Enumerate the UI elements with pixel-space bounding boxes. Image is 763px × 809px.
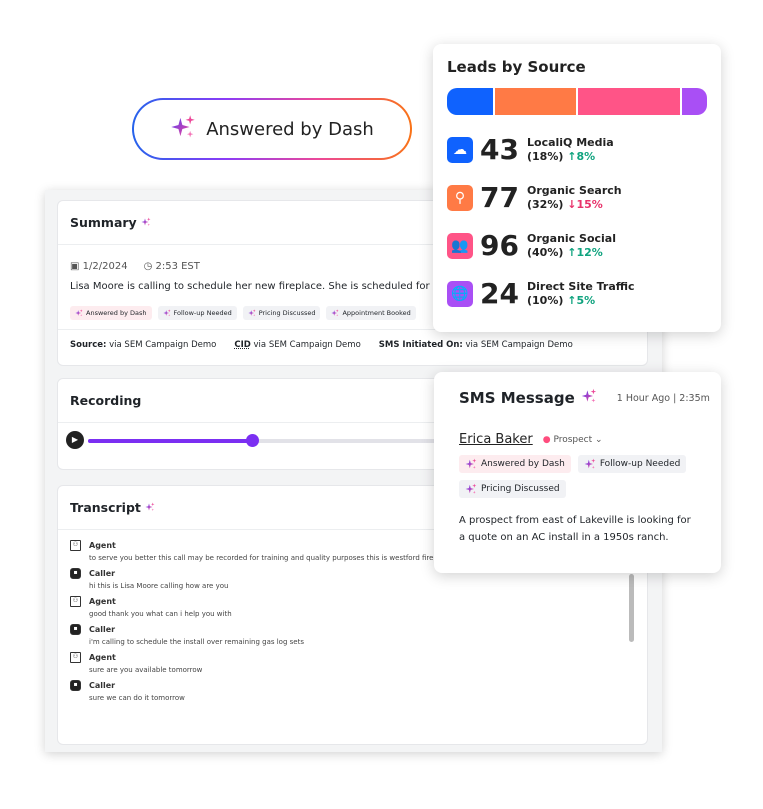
transcript-line: ⚇ Agent sure are you available tomorrow [70, 652, 647, 674]
agent-icon: ⚇ [70, 652, 81, 663]
contact-name[interactable]: Erica Baker [459, 432, 533, 447]
tag-chip: Appointment Booked [326, 306, 416, 320]
tag-chip: Pricing Discussed [242, 306, 321, 320]
lead-source-row: 🌐 24 Direct Site Traffic (10%) ↑5% [447, 277, 707, 310]
leads-title: Leads by Source [447, 58, 586, 76]
tag-chip: Answered by Dash [70, 306, 152, 320]
summary-description: Lisa Moore is calling to schedule her ne… [70, 281, 430, 292]
search-icon: ⚲ [447, 184, 473, 211]
agent-icon: ⚇ [70, 540, 81, 551]
transcript-line: ▪ Caller hi this is Lisa Moore calling how… [70, 568, 647, 590]
tag-chip: Pricing Discussed [459, 480, 566, 498]
sparkle-icon [141, 215, 151, 230]
source: Source: via SEM Campaign Demo [70, 340, 217, 350]
sparkle-icon [581, 388, 597, 408]
lead-source-row: ⚲ 77 Organic Search (32%) ↓15% [447, 181, 707, 214]
sms-initiated: SMS Initiated On: via SEM Campaign Demo [378, 340, 573, 350]
playback-handle[interactable] [245, 434, 259, 447]
caller-icon: ▪ [70, 624, 81, 635]
agent-icon: ⚇ [70, 596, 81, 607]
answered-by-dash-badge: Answered by Dash [132, 98, 412, 160]
caller-icon: ▪ [70, 568, 81, 579]
transcript-line: ▪ Caller sure we can do it tomorrow [70, 680, 647, 702]
leads-bar-segment [681, 88, 707, 115]
sms-time: 1 Hour Ago | 2:35m [616, 392, 710, 404]
transcript-line: ⚇ Agent to serve you better this call may … [70, 540, 647, 562]
transcript-line: ⚇ Agent good thank you what can i help you… [70, 596, 647, 618]
leads-bar-segment [447, 88, 493, 115]
tag-chip: Follow-up Needed [157, 306, 237, 320]
transcript-line: ▪ Caller i'm calling to schedule the insta… [70, 624, 647, 646]
sms-message-card: SMS Message 1 Hour Ago | 2:35m Erica Bake… [434, 372, 721, 573]
status-dropdown[interactable]: ● Prospect ⌄ [542, 434, 603, 445]
leads-bar-segment [494, 88, 576, 115]
playback-slider[interactable] [88, 434, 633, 447]
date: ▣ 1/2/2024 [70, 261, 128, 272]
tag-chip: Answered by Dash [459, 455, 571, 473]
lead-source-row: 👥 96 Organic Social (40%) ↑12% [447, 229, 707, 262]
leads-bar-segment [578, 88, 680, 115]
caller-icon: ▪ [70, 680, 81, 691]
cloud-icon: ☁ [447, 136, 473, 163]
summary-title: Summary [70, 215, 137, 230]
sparkle-icon [145, 500, 155, 515]
sms-title: SMS Message [459, 389, 575, 407]
leads-bar [447, 88, 707, 115]
playback-progress [88, 439, 252, 443]
leads-by-source-card: Leads by Source ☁ 43 LocaliQ Media (18%) ↑8… [433, 44, 721, 332]
globe-icon: 🌐 [447, 280, 473, 307]
transcript-title: Transcript [70, 500, 141, 515]
sparkle-icon [170, 114, 196, 145]
play-button[interactable]: ▶ [66, 431, 84, 449]
time: ◷ 2:53 EST [143, 261, 200, 272]
badge-label: Answered by Dash [206, 118, 374, 140]
sms-body: A prospect from east of Lakeville is loo… [459, 515, 691, 543]
scrollbar[interactable] [629, 574, 634, 642]
cid: CID via SEM Campaign Demo [234, 340, 361, 350]
lead-source-row: ☁ 43 LocaliQ Media (18%) ↑8% [447, 133, 707, 166]
recording-title: Recording [58, 379, 647, 423]
tag-chip: Follow-up Needed [577, 455, 687, 473]
people-icon: 👥 [447, 232, 473, 259]
